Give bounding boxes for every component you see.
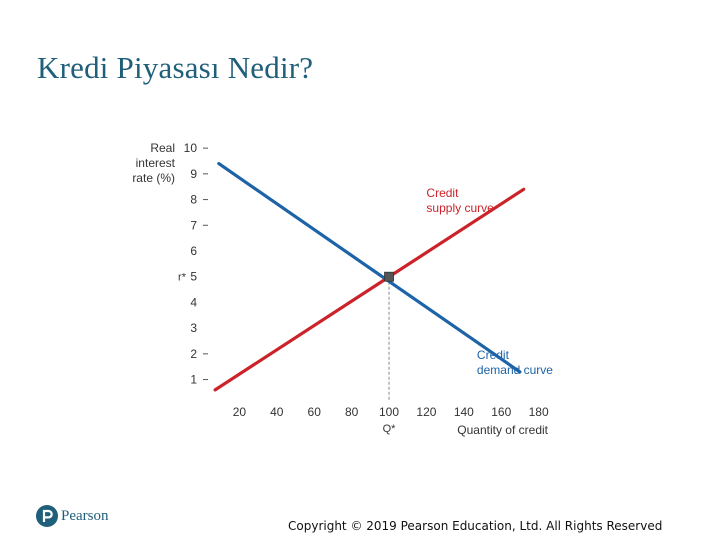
y-axis-label-line: Real (150, 141, 175, 155)
y-axis-label-line: interest (136, 156, 176, 170)
slide-title: Kredi Piyasası Nedir? (37, 50, 314, 85)
y-tick-label: 10 (184, 141, 198, 155)
x-axis-ticks: 20 40 60 80 100 120 140 160 180 (233, 405, 549, 419)
x-tick-label: 140 (454, 405, 474, 419)
x-tick-label: 120 (416, 405, 436, 419)
x-tick-label: 60 (308, 405, 322, 419)
y-tick-label: 5 (190, 270, 197, 284)
series-label-line: Credit (426, 186, 459, 200)
copyright-text: Copyright © 2019 Pearson Education, Ltd.… (288, 519, 663, 533)
equilibrium-point (384, 271, 394, 282)
series-label-line: demand curve (477, 363, 553, 377)
y-tick-label: 6 (190, 244, 197, 258)
y-tick-label: 8 (190, 193, 197, 207)
series-line (213, 187, 526, 392)
x-tick-label: 20 (233, 405, 247, 419)
series-lines (213, 162, 526, 392)
y-tick-label: 9 (190, 167, 197, 181)
y-tick-label: 4 (190, 295, 197, 309)
pearson-logo-text: Pearson (61, 507, 109, 524)
series-label-line: supply curve (426, 201, 494, 215)
x-axis-label: Quantity of credit (457, 423, 548, 437)
series-label-line: Credit (477, 348, 510, 362)
equilibrium-quantity-label: Q* (383, 423, 397, 435)
x-tick-label: 160 (491, 405, 511, 419)
equilibrium-rate-label: r* (178, 272, 187, 284)
pearson-logo: Pearson (36, 505, 109, 527)
pearson-logo-icon (36, 505, 58, 527)
y-tick-label: 1 (190, 373, 197, 387)
series-line (217, 162, 522, 374)
x-tick-label: 180 (529, 405, 549, 419)
y-tick-label: 7 (190, 218, 197, 232)
x-tick-label: 40 (270, 405, 284, 419)
y-tick-label: 2 (190, 347, 197, 361)
y-tick-label: 3 (190, 321, 197, 335)
y-axis-ticks: 1 2 3 4 5 6 7 8 9 10 (184, 141, 208, 387)
y-axis-label-line: rate (%) (132, 171, 175, 185)
x-tick-label: 100 (379, 405, 399, 419)
x-tick-label: 80 (345, 405, 359, 419)
